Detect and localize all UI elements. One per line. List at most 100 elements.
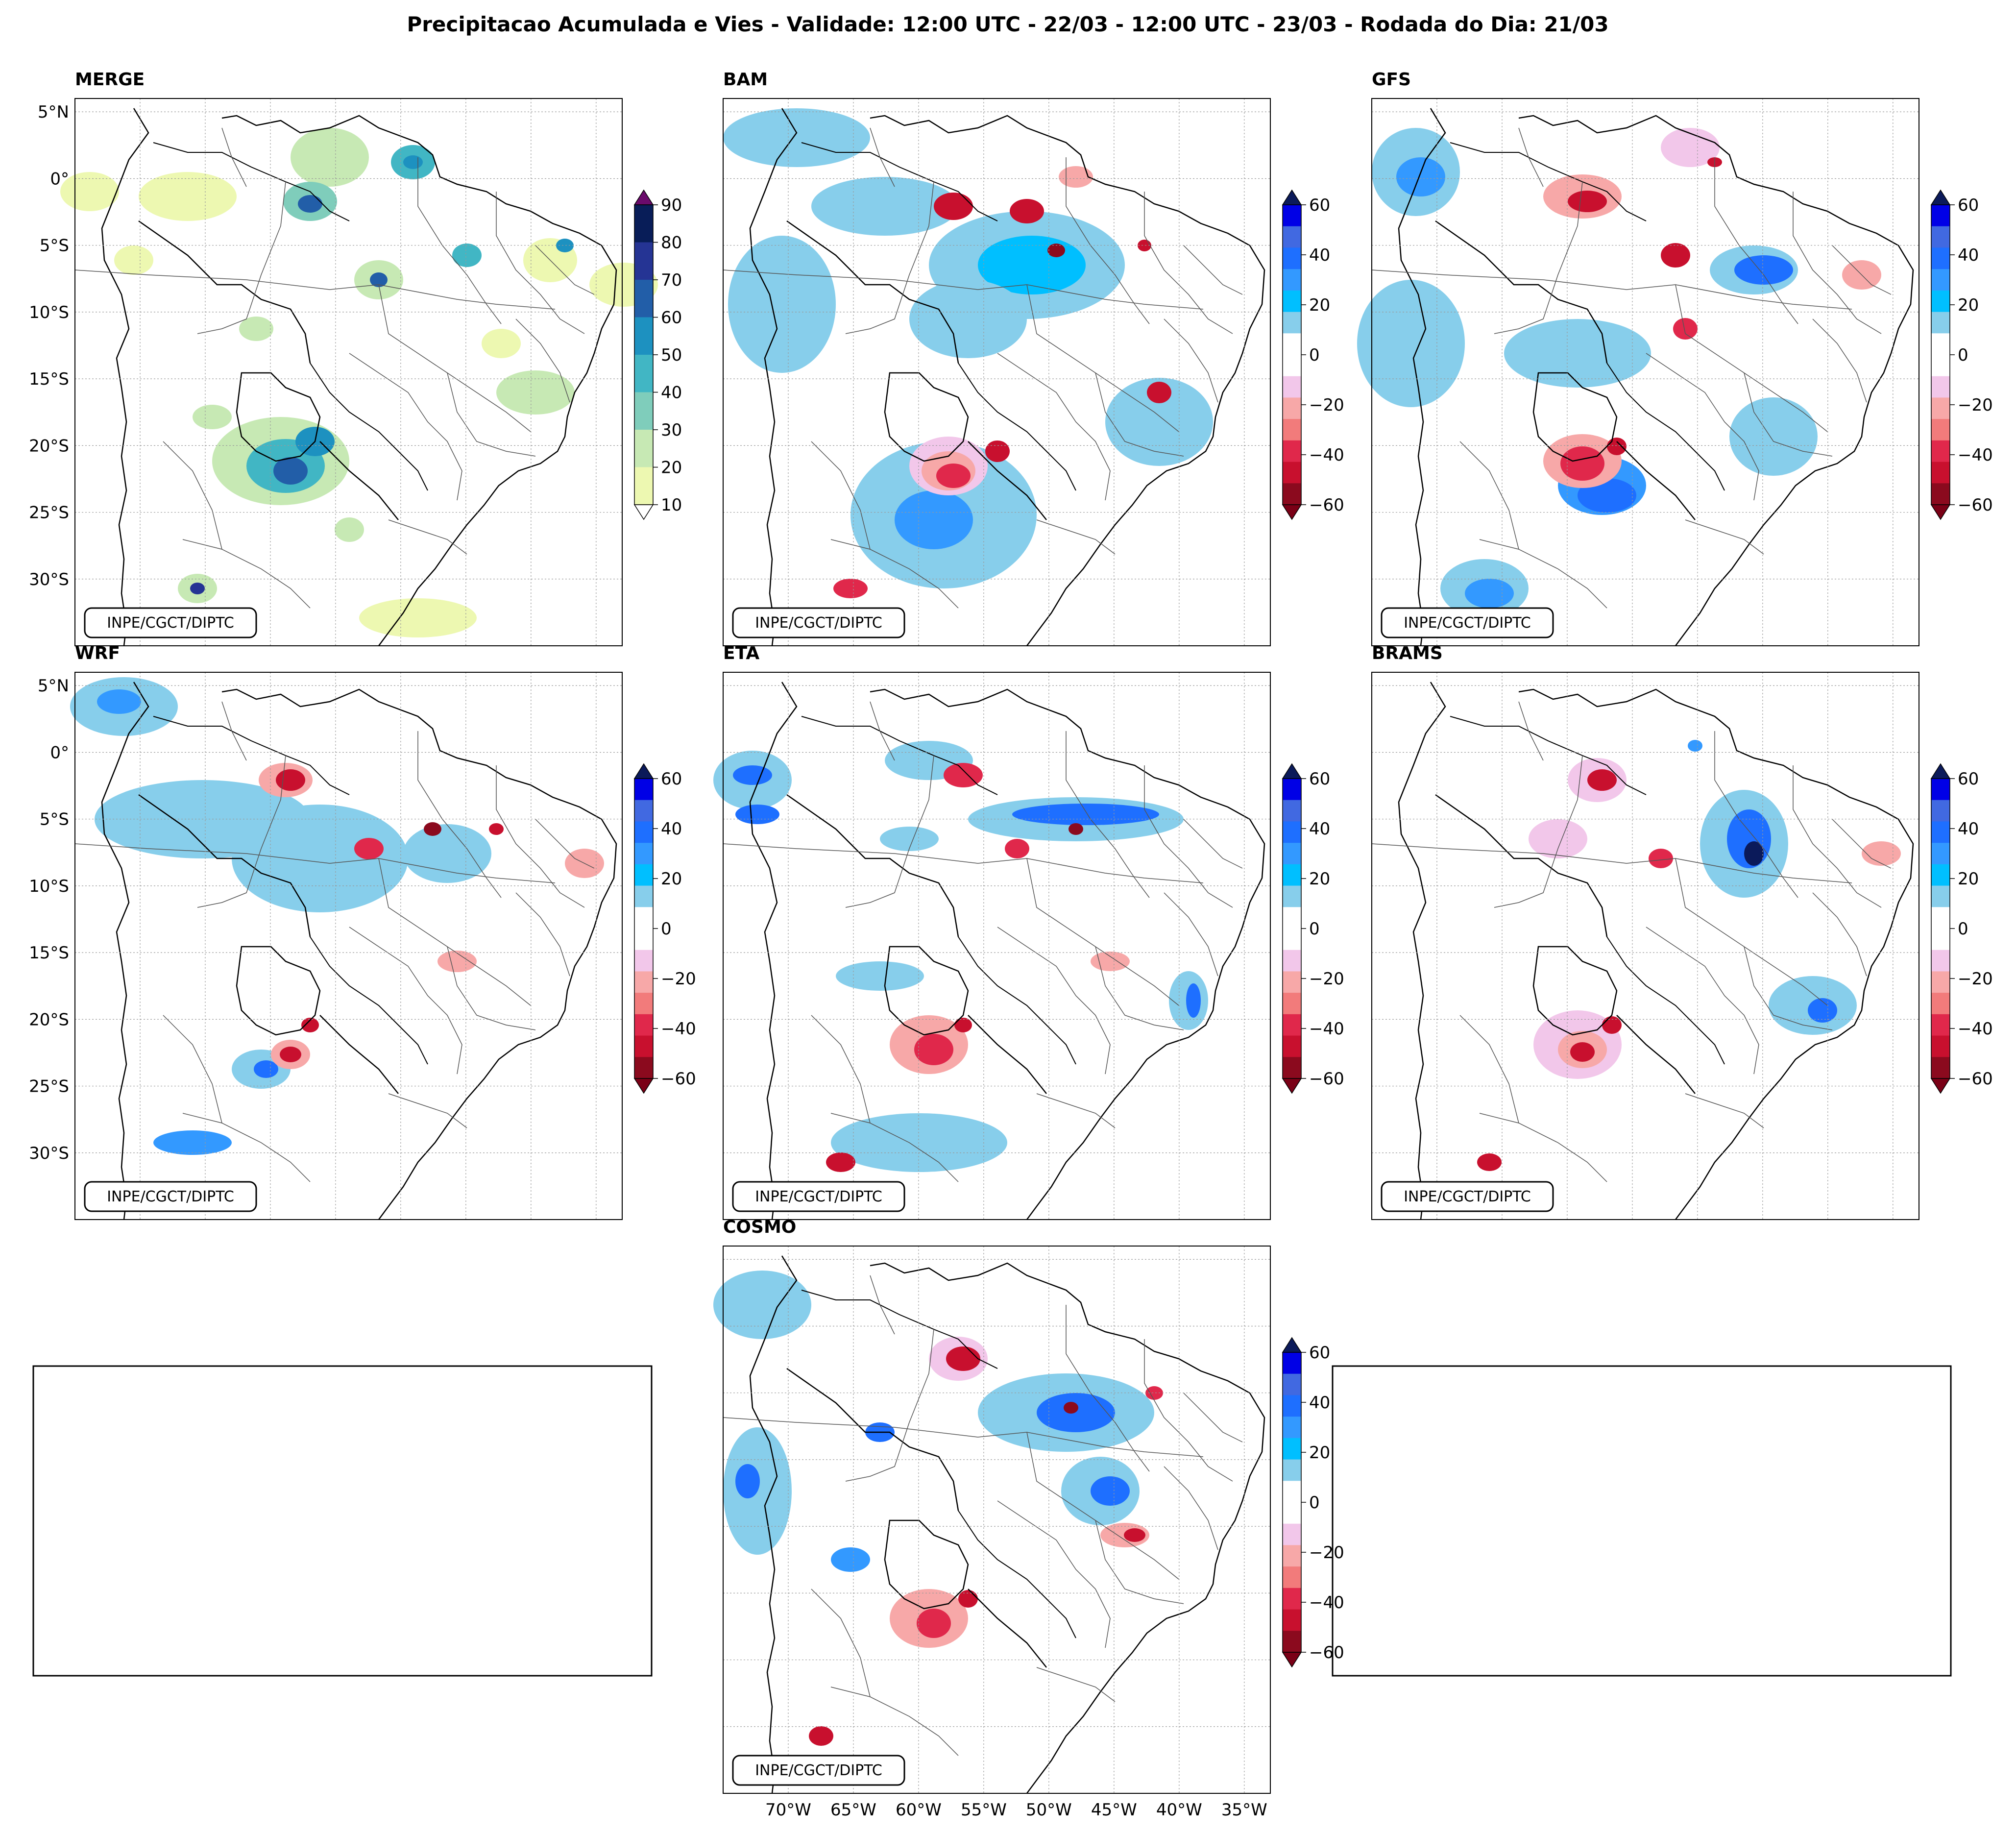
colorbar-segment xyxy=(634,779,653,801)
colorbar-segment xyxy=(1931,247,1950,269)
colorbar-segment xyxy=(1931,1014,1950,1036)
latitude-tick-label: 10°S xyxy=(29,303,69,322)
colorbar-extend-max xyxy=(633,189,654,205)
longitude-tick-label: 65°W xyxy=(830,1800,876,1820)
panel-cosmo: COSMO xyxy=(713,1217,1344,1820)
bias-field xyxy=(70,677,604,1155)
colorbar-segment xyxy=(1931,397,1950,419)
colorbar-segment xyxy=(1283,1057,1301,1079)
colorbar-extend-min xyxy=(1282,1652,1302,1668)
colorbar-extend-max xyxy=(1282,189,1302,205)
colorbar-tick-label: −20 xyxy=(1958,969,1993,989)
empty-axes-right xyxy=(1332,1365,1952,1677)
latitude-tick-label: 5°S xyxy=(40,236,69,256)
colorbar-segment xyxy=(1283,993,1301,1015)
map-gfs: INPE/CGCT/DIPTC xyxy=(1357,98,1919,646)
colorbar-segment xyxy=(1283,1459,1301,1481)
colorbar-extend-min xyxy=(1282,1078,1302,1094)
colorbar-segment xyxy=(1283,864,1301,886)
colorbar-segment xyxy=(1931,907,1950,929)
map-eta: INPE/CGCT/DIPTC xyxy=(713,672,1271,1220)
colorbar-segment xyxy=(634,430,653,467)
empty-axes-left xyxy=(32,1365,653,1677)
colorbar-segment xyxy=(1283,1609,1301,1631)
latitude-tick-label: 30°S xyxy=(29,570,69,589)
colorbar-extend-min xyxy=(1930,1078,1951,1094)
colorbar-bam: 60 40 20 0 −20 −40 −60 xyxy=(1282,189,1344,520)
colorbar-segment xyxy=(1931,843,1950,865)
colorbar-segment xyxy=(634,929,653,951)
colorbar-segment xyxy=(1283,269,1301,291)
colorbar-segment xyxy=(1283,971,1301,993)
colorbar-segment xyxy=(634,843,653,865)
longitude-tick-label: 40°W xyxy=(1156,1800,1202,1820)
credit-label: INPE/CGCT/DIPTC xyxy=(755,1188,882,1205)
colorbar-segment xyxy=(1283,355,1301,377)
colorbar-tick-label: 60 xyxy=(661,308,682,328)
credit-label: INPE/CGCT/DIPTC xyxy=(107,614,234,632)
colorbar-segment xyxy=(1931,419,1950,441)
colorbar-segment xyxy=(1283,821,1301,843)
colorbar-segment xyxy=(1283,1352,1301,1374)
colorbar-tick-label: 40 xyxy=(661,383,682,403)
colorbar-extend-min xyxy=(1930,504,1951,520)
colorbar-segment xyxy=(1283,419,1301,441)
colorbar-segment xyxy=(1931,1035,1950,1057)
colorbar-segment xyxy=(634,317,653,355)
colorbar-tick-label: −40 xyxy=(661,1019,696,1039)
colorbar-tick-label: 40 xyxy=(1309,819,1330,839)
colorbar-segment xyxy=(634,355,653,392)
panel-title-gfs: GFS xyxy=(1372,70,1411,90)
colorbar-segment xyxy=(1283,462,1301,484)
colorbar-segment xyxy=(1931,290,1950,313)
colorbar-segment xyxy=(634,907,653,929)
colorbar-tick-label: 0 xyxy=(1309,919,1320,939)
colorbar-segment xyxy=(1931,821,1950,843)
colorbar-extend-max xyxy=(1930,189,1951,205)
map-wrf: INPE/CGCT/DIPTC xyxy=(70,672,623,1220)
latitude-tick-label: 5°N xyxy=(38,676,69,696)
colorbar-segment xyxy=(1931,993,1950,1015)
latitude-tick-label: 20°S xyxy=(29,1010,69,1029)
colorbar-extend-max xyxy=(1282,763,1302,779)
colorbar-segment xyxy=(1931,355,1950,377)
panel-wrf: WRF xyxy=(29,643,696,1220)
colorbar-segment xyxy=(634,1035,653,1057)
latitude-tick-label: 30°S xyxy=(29,1144,69,1163)
colorbar-segment xyxy=(1931,226,1950,248)
colorbar-merge: 90 80 70 60 50 40 30 20 10 xyxy=(633,189,682,520)
colorbar-segment xyxy=(1283,1481,1301,1503)
credit-label: INPE/CGCT/DIPTC xyxy=(1404,614,1531,632)
colorbar-brams: 60 40 20 0 −20 −40 −60 xyxy=(1930,763,1993,1094)
latitude-tick-label: 5°N xyxy=(38,102,69,122)
colorbar-tick-label: 70 xyxy=(661,270,682,290)
colorbar-segment xyxy=(1283,1588,1301,1610)
longitude-tick-label: 70°W xyxy=(765,1800,811,1820)
colorbar-tick-label: 30 xyxy=(661,420,682,440)
precipitation-field xyxy=(60,128,658,637)
colorbar-segment xyxy=(1283,1523,1301,1545)
longitude-tick-label: 50°W xyxy=(1026,1800,1072,1820)
colorbar-tick-label: 80 xyxy=(661,233,682,253)
colorbar-tick-label: 40 xyxy=(1958,245,1979,265)
colorbar-segment xyxy=(634,821,653,843)
latitude-tick-label: 25°S xyxy=(29,503,69,523)
colorbar-extend-min xyxy=(1282,504,1302,520)
credit-label: INPE/CGCT/DIPTC xyxy=(755,1762,882,1779)
colorbar-tick-label: −20 xyxy=(661,969,696,989)
colorbar-segment xyxy=(634,392,653,430)
colorbar-extend-max xyxy=(633,763,654,779)
colorbar-segment xyxy=(1283,1373,1301,1395)
colorbar-tick-label: 40 xyxy=(1309,245,1330,265)
colorbar-tick-label: 60 xyxy=(1958,769,1979,789)
colorbar-tick-label: 0 xyxy=(1958,345,1968,365)
latitude-tick-label: 5°S xyxy=(40,810,69,830)
bias-field xyxy=(1357,128,1881,618)
colorbar-tick-label: 50 xyxy=(661,345,682,365)
panel-title-merge: MERGE xyxy=(75,70,145,90)
colorbar-segment xyxy=(1283,885,1301,907)
colorbar-tick-label: −60 xyxy=(1309,495,1344,515)
colorbar-segment xyxy=(1283,290,1301,313)
